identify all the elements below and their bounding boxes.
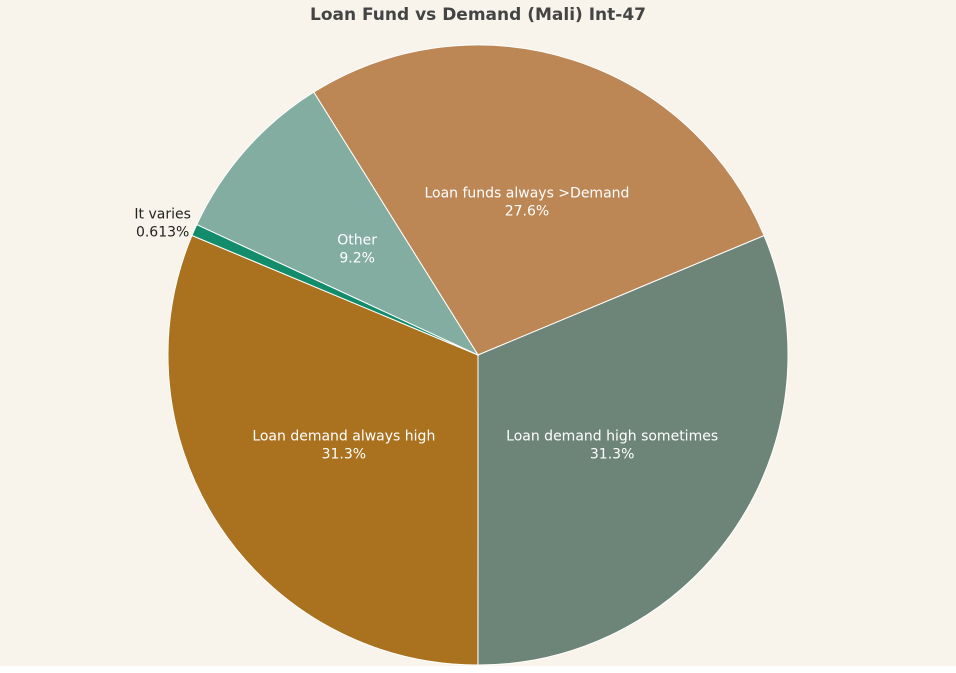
slice-label: Loan demand always high 31.3% [252,428,435,462]
slice-label-text: Other [337,232,377,248]
pie-slice[interactable] [167,234,479,666]
slice-label: It varies 0.613% [134,206,191,240]
slice-percent-text: 0.613% [136,224,189,240]
slice-label: Loan funds always >Demand 27.6% [424,185,629,219]
pie-slice[interactable] [196,91,480,357]
slice-label-text: Loan funds always >Demand [424,185,629,201]
slice-percent-text: 9.2% [339,250,375,266]
pie-slice[interactable] [313,44,765,356]
slice-percent-text: 27.6% [505,203,549,219]
chart-title: Loan Fund vs Demand (Mali) Int-47 [310,5,646,25]
labels-layer: Loan funds always >Demand 27.6% Loan deman… [134,185,718,462]
slice-label: Loan demand high sometimes 31.3% [506,428,718,462]
slice-percent-text: 31.3% [322,446,366,462]
slice-label-text: Loan demand high sometimes [506,428,718,444]
slice-percent-text: 31.3% [590,446,634,462]
slice-label: Other 9.2% [337,232,377,266]
slice-label-text: Loan demand always high [252,428,435,444]
pie-slice[interactable] [477,234,789,666]
slice-label-text: It varies [134,206,191,222]
slices-layer [167,44,789,666]
